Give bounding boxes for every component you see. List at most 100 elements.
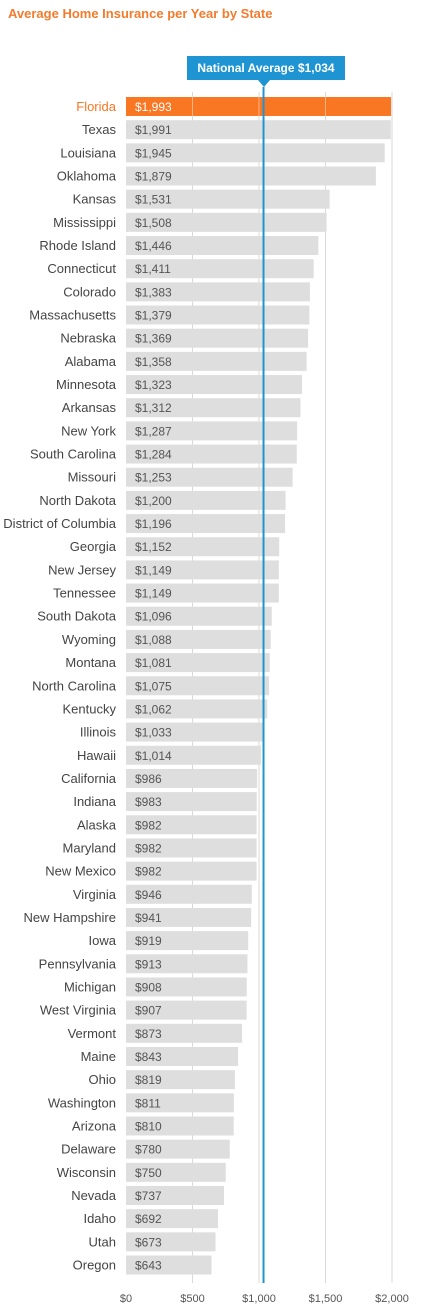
bar [126,514,286,534]
category-label: Virginia [73,887,117,902]
value-label: $1,149 [135,563,172,577]
category-label: Massachusetts [29,308,116,323]
bar [126,606,272,626]
value-label: $673 [135,1235,162,1249]
value-label: $941 [135,911,162,925]
bar [126,838,257,858]
national-average-callout: National Average $1,034 [187,56,345,80]
category-label: Washington [48,1095,116,1110]
bar [126,236,319,256]
bar [126,1139,230,1159]
bar [126,699,268,719]
bar [126,629,271,649]
category-label: Montana [65,655,116,670]
bar [126,745,261,765]
category-label: Nevada [71,1188,117,1203]
value-label: $873 [135,1027,162,1041]
value-label: $982 [135,818,162,832]
value-label: $1,014 [135,749,172,763]
bar [126,97,392,116]
value-label: $1,062 [135,702,172,716]
value-label: $1,323 [135,378,172,392]
category-label: Rhode Island [39,238,116,253]
category-label: Idaho [83,1211,116,1226]
value-label: $1,379 [135,309,172,323]
category-label: West Virginia [40,1003,117,1018]
bar [126,815,257,835]
value-label: $1,993 [135,100,172,114]
bar [126,444,297,464]
category-label: Nebraska [60,331,116,346]
bar [126,768,258,788]
category-label: South Carolina [30,447,117,462]
bar [126,1185,225,1205]
category-label: Ohio [89,1072,116,1087]
value-label: $780 [135,1143,162,1157]
chart-title: Average Home Insurance per Year by State [8,6,273,21]
value-label: $982 [135,841,162,855]
x-tick-label: $500 [180,1293,204,1305]
category-label: Indiana [73,794,116,809]
value-label: $1,879 [135,170,172,184]
value-label: $1,033 [135,726,172,740]
value-label: $1,287 [135,424,172,438]
category-label: Vermont [68,1026,117,1041]
category-label: Kentucky [63,701,117,716]
category-label: New Mexico [45,864,116,879]
bar [126,189,330,209]
category-label: Hawaii [77,748,116,763]
value-label: $1,253 [135,471,172,485]
category-label: Connecticut [47,261,116,276]
value-label: $913 [135,957,162,971]
category-label: Michigan [64,979,116,994]
value-label: $1,081 [135,656,172,670]
bar [126,467,293,487]
value-label: $986 [135,772,162,786]
bar [126,977,247,997]
bar [126,421,298,441]
value-label: $1,284 [135,448,172,462]
value-label: $643 [135,1259,162,1273]
value-label: $1,196 [135,517,172,531]
bar [126,560,279,580]
value-label: $810 [135,1119,162,1133]
category-label: Illinois [80,725,117,740]
bar [126,166,376,186]
category-label: Oregon [73,1258,116,1273]
bar [126,351,307,371]
bar [126,884,252,904]
category-label: Texas [82,122,116,137]
value-label: $811 [135,1096,161,1110]
value-label: $1,088 [135,633,172,647]
category-label: Kansas [73,192,117,207]
category-label: Mississippi [53,215,116,230]
value-label: $946 [135,888,162,902]
category-label: Georgia [70,539,117,554]
bar [126,120,391,140]
bar [126,1023,243,1043]
value-label: $1,312 [135,401,172,415]
value-label: $1,508 [135,216,172,230]
bar [126,653,270,673]
category-label: Arkansas [62,400,117,415]
bar [126,1209,219,1229]
value-label: $692 [135,1212,162,1226]
bar [126,259,314,279]
bar [126,792,257,812]
category-label: Iowa [89,933,117,948]
bar [126,1116,234,1136]
category-label: Arizona [72,1118,117,1133]
category-label: District of Columbia [3,516,116,531]
value-label: $907 [135,1004,162,1018]
bar [126,537,280,557]
x-tick-label: $1,000 [242,1293,276,1305]
category-label: North Dakota [39,493,116,508]
value-label: $1,152 [135,540,172,554]
value-label: $1,991 [135,123,172,137]
bar [126,907,252,927]
bar [126,1046,239,1066]
value-label: $737 [135,1189,162,1203]
category-label: South Dakota [37,609,117,624]
bar [126,676,269,696]
value-label: $1,149 [135,587,172,601]
